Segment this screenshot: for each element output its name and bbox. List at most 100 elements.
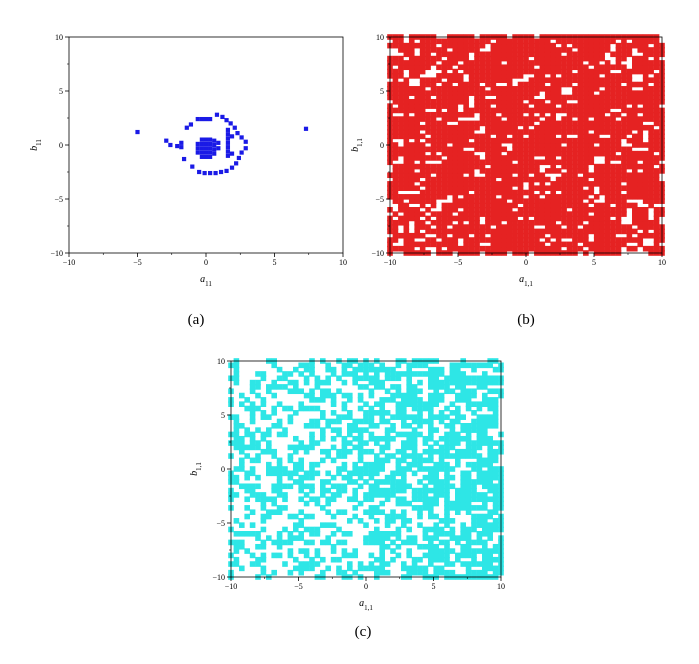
data-point [363,371,369,377]
data-point [572,198,578,204]
data-point [452,168,459,174]
data-point [501,64,508,71]
data-point [438,366,445,373]
data-point [406,401,412,407]
data-point [390,375,396,382]
data-point [436,172,442,179]
data-point [479,51,486,58]
data-point [577,232,584,239]
data-point [501,86,508,92]
data-point [401,423,407,429]
data-point [496,73,502,79]
data-point [463,207,469,213]
data-point [220,114,225,120]
data-point [621,228,627,235]
data-point [433,565,439,572]
data-point [474,159,480,166]
data-point [398,194,404,200]
data-point [271,483,277,490]
data-point [239,483,245,490]
data-point [452,68,459,75]
data-point [336,483,342,490]
data-point [368,423,375,429]
data-point [287,388,294,395]
data-point [433,513,439,520]
data-point [479,133,486,140]
data-point [455,397,461,403]
data-point [632,137,638,144]
data-point [487,388,493,395]
data-point [501,68,508,75]
data-point [320,414,326,420]
data-point [534,103,540,109]
data-point [444,470,450,477]
data-point [436,189,442,196]
data-point [374,435,380,442]
data-point [476,362,483,369]
data-point [599,77,605,83]
data-point [419,60,426,66]
data-point [506,86,513,92]
y-tick-label: −5 [54,195,63,204]
data-point [534,86,540,92]
data-point [474,137,480,144]
data-point [523,42,529,49]
data-point [599,211,605,217]
data-point [249,470,256,477]
data-point [357,561,364,567]
data-point [555,232,562,239]
data-point [615,241,622,248]
data-point [433,388,439,395]
data-point [501,103,508,109]
data-point [233,418,240,425]
data-point [395,513,402,520]
data-point [438,435,445,442]
data-point [336,466,342,472]
data-point [555,107,562,114]
data-point [577,124,584,131]
data-point [648,172,654,179]
data-point [419,232,426,239]
data-point [457,159,464,166]
data-point [599,185,605,191]
data-point [637,137,644,144]
data-point [487,435,493,442]
data-point [455,552,461,559]
data-point [208,146,213,151]
data-point [408,176,415,183]
data-point [583,129,589,135]
data-point [566,150,573,157]
data-point [392,73,399,79]
data-point [232,125,237,130]
data-point [479,111,486,118]
data-point [544,133,551,140]
data-point [468,219,475,226]
data-point [621,51,627,58]
data-point [517,142,524,148]
data-point [487,470,493,477]
data-point [379,569,385,576]
data-point [282,466,288,472]
data-point [637,207,644,213]
data-point [433,414,439,420]
data-point [637,90,644,96]
data-point [539,219,546,226]
data-point [544,77,551,83]
data-point [501,146,508,153]
data-point [363,418,369,425]
data-point [512,55,518,62]
data-point [352,552,358,559]
data-point [447,176,453,183]
data-point [395,526,402,533]
data-point [428,496,434,503]
data-point [534,38,540,45]
data-point [276,431,283,438]
data-point [411,431,418,438]
data-point [436,232,442,239]
data-point [583,137,589,144]
data-point [460,414,466,420]
data-point [561,99,567,105]
data-point [653,77,660,83]
data-point [408,168,415,174]
data-point [368,513,375,520]
